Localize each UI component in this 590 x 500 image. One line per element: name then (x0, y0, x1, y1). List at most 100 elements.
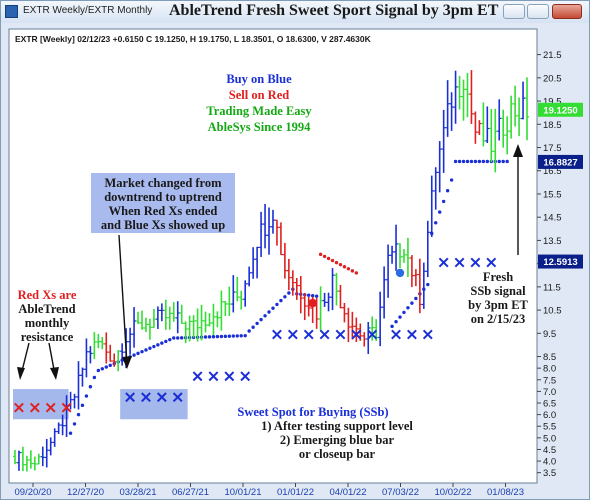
price-chart: EXTR [Weekly] 02/12/23 +0.6150 C 19.1250… (1, 23, 589, 499)
price-bar (191, 315, 196, 338)
blue-x-marker-stroke (407, 329, 417, 340)
price-bar (92, 332, 97, 360)
price-bar (338, 284, 343, 309)
blue-x-marker-stroke (141, 392, 151, 403)
market-changed-line: Market changed from (104, 176, 222, 190)
red-x-arrowhead (17, 367, 25, 380)
price-bar (346, 307, 351, 343)
stop-dot (96, 368, 101, 373)
stop-dot-red (338, 262, 343, 267)
price-bar (298, 275, 303, 314)
stop-dot (414, 296, 418, 301)
minimize-button[interactable] (503, 4, 525, 19)
stop-dot (164, 339, 168, 344)
blue-x-marker (486, 257, 497, 268)
price-badge-bg (538, 154, 583, 169)
price-bar (88, 346, 93, 364)
price-bar (398, 243, 402, 269)
price-bar (120, 343, 125, 366)
blue-x-marker (272, 329, 282, 340)
price-bar (477, 120, 482, 135)
x-tick-label: 03/28/21 (120, 487, 157, 498)
stop-dot-red (326, 256, 331, 261)
blue-x-marker-stroke (319, 329, 330, 340)
fresh-ssb-line: SSb signal (470, 284, 526, 298)
support-shade-zone (120, 389, 188, 420)
market-changed-line: When Red Xs ended (109, 204, 218, 218)
stop-dot-red (334, 260, 339, 265)
y-tick-label: 6.0 (543, 410, 556, 421)
y-tick-label: 9.5 (543, 329, 556, 340)
trailing-stop-dots (68, 159, 509, 435)
stop-dot (469, 159, 474, 164)
plot-area (8, 28, 538, 484)
price-bar (179, 304, 184, 324)
stop-dot (84, 394, 89, 398)
brand-line: Buy on Blue (226, 72, 292, 86)
stop-dot (453, 159, 458, 164)
brand-line: AbleSys Since 1994 (208, 120, 312, 134)
price-bar (132, 307, 137, 348)
price-bar (433, 167, 438, 210)
stop-dot (437, 210, 442, 214)
y-tick-label: 20.5 (543, 73, 562, 84)
red-x-marker-stroke (14, 402, 24, 413)
price-bar (322, 292, 327, 307)
market-changed-box (91, 173, 235, 233)
price-badge-label: 16.8827 (543, 157, 577, 168)
y-tick-label: 17.5 (543, 143, 562, 154)
blue-x-marker (287, 329, 298, 340)
app-icon (5, 5, 18, 18)
price-bar (231, 275, 236, 313)
price-bar (382, 266, 387, 319)
blue-x-marker-stroke (172, 392, 183, 403)
price-bar (187, 315, 192, 342)
x-axis: 09/20/20 12/27/20 03/28/21 06/27/21 10/01/21… (15, 483, 524, 498)
y-tick-label: 14.5 (543, 213, 562, 224)
fresh-ssb-arrowhead (513, 144, 523, 157)
stop-dot (227, 334, 232, 338)
price-bar (259, 211, 264, 257)
maximize-button[interactable] (527, 4, 549, 19)
stop-dot-red (350, 269, 355, 273)
red-x-note-line: AbleTrend (18, 302, 75, 316)
blue-x-marker-stroke (208, 371, 219, 382)
blue-x-marker (407, 329, 417, 340)
stop-dot (247, 329, 251, 333)
stop-dot (481, 159, 486, 164)
price-bar (199, 305, 204, 341)
price-bar (437, 141, 442, 193)
blue-x-marker (156, 392, 167, 403)
price-bar (417, 258, 422, 314)
stop-dot (207, 335, 212, 339)
blue-x-marker-stroke (125, 392, 135, 403)
stop-dot (434, 221, 438, 225)
price-bar (140, 310, 144, 330)
price-bar (255, 246, 260, 279)
price-bar (12, 449, 17, 465)
price-bar (302, 293, 307, 321)
price-bar (227, 286, 232, 316)
price-badge-label: 19.1250 (543, 105, 577, 116)
blue-x-marker-stroke (224, 371, 235, 382)
price-bar (100, 337, 105, 350)
price-bar (497, 99, 502, 141)
price-bar (326, 292, 331, 312)
price-bar (390, 245, 395, 264)
y-tick-label: 6.5 (543, 399, 556, 410)
price-bar (413, 269, 418, 287)
stop-dot-red (318, 252, 323, 257)
stop-dot (243, 333, 247, 338)
stop-dot (497, 159, 501, 164)
blue-x-marker (319, 329, 330, 340)
stop-dot (449, 178, 454, 182)
stop-dot-red (354, 271, 359, 275)
close-button[interactable] (552, 4, 582, 19)
market-changed-line: and Blue Xs showed up (101, 218, 225, 232)
price-bars (12, 70, 530, 472)
blue-x-marker-stroke (454, 257, 465, 268)
stop-dot (271, 306, 275, 310)
y-tick-label: 13.5 (543, 236, 562, 247)
price-bar (509, 95, 514, 139)
blue-x-marker (240, 371, 251, 382)
